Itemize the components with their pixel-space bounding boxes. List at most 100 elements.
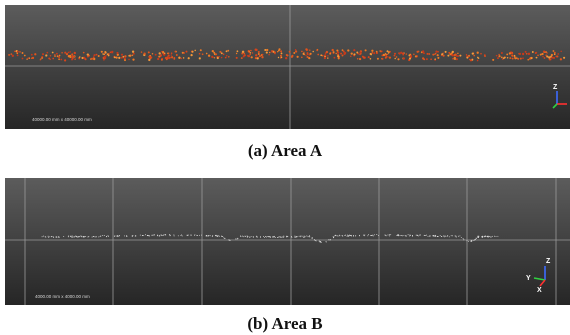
- point: [376, 51, 378, 53]
- viewer-a: 40000.00 mm x 40000.00 mm Z: [5, 5, 570, 129]
- point: [291, 237, 292, 238]
- point: [402, 52, 404, 54]
- point: [182, 52, 184, 54]
- point: [333, 51, 335, 53]
- point: [560, 51, 561, 52]
- point: [164, 53, 166, 55]
- point: [388, 235, 389, 236]
- point: [428, 53, 430, 55]
- point: [344, 52, 346, 54]
- point: [532, 51, 534, 53]
- point: [178, 235, 179, 236]
- point: [487, 236, 488, 237]
- point: [243, 55, 245, 57]
- point: [373, 52, 375, 54]
- point: [478, 58, 479, 59]
- point: [183, 57, 185, 59]
- point: [309, 235, 310, 236]
- point: [250, 50, 252, 52]
- point: [118, 57, 120, 59]
- point: [71, 53, 73, 55]
- point: [557, 53, 559, 55]
- point: [117, 236, 118, 237]
- point: [51, 236, 52, 237]
- point: [463, 239, 464, 240]
- point: [182, 235, 183, 236]
- point: [497, 236, 498, 237]
- point: [186, 51, 188, 53]
- point: [470, 60, 471, 61]
- point: [367, 235, 368, 236]
- point: [50, 55, 51, 56]
- point: [40, 59, 41, 60]
- point: [106, 236, 107, 237]
- point: [251, 236, 252, 237]
- point: [457, 53, 458, 54]
- point: [492, 236, 493, 237]
- point: [307, 52, 309, 54]
- point: [350, 235, 351, 236]
- point: [324, 54, 326, 56]
- point: [263, 236, 264, 237]
- point: [314, 239, 315, 240]
- point: [278, 57, 279, 58]
- point: [60, 59, 62, 61]
- point: [509, 57, 511, 59]
- point: [502, 59, 503, 60]
- point: [359, 51, 361, 53]
- point: [16, 52, 18, 54]
- point: [114, 236, 115, 237]
- point: [54, 55, 56, 57]
- point: [104, 235, 105, 236]
- point: [176, 54, 178, 56]
- point: [430, 236, 431, 237]
- point: [300, 235, 301, 236]
- point: [506, 53, 508, 55]
- point: [351, 52, 353, 54]
- point: [166, 56, 168, 58]
- point: [458, 236, 459, 237]
- point: [319, 241, 320, 242]
- point: [242, 236, 243, 237]
- point: [406, 236, 407, 237]
- point: [394, 55, 396, 57]
- point: [212, 50, 214, 52]
- point: [377, 58, 379, 60]
- point: [64, 59, 66, 61]
- point: [78, 236, 79, 237]
- point: [525, 51, 527, 53]
- point: [266, 237, 267, 238]
- point: [72, 236, 73, 237]
- point: [498, 55, 500, 57]
- point: [387, 56, 389, 58]
- point: [454, 54, 456, 56]
- point: [264, 237, 265, 238]
- point: [14, 51, 15, 52]
- point: [304, 54, 306, 56]
- point: [196, 235, 197, 236]
- point: [199, 53, 201, 55]
- point: [410, 235, 411, 236]
- figure: 40000.00 mm x 40000.00 mm Z (a) Area A 4…: [0, 0, 570, 335]
- point: [359, 54, 361, 56]
- point: [316, 240, 317, 241]
- point: [345, 235, 346, 236]
- point: [522, 57, 524, 59]
- point: [206, 235, 207, 236]
- point: [295, 236, 296, 237]
- point: [401, 235, 402, 236]
- point: [115, 56, 117, 58]
- point: [519, 53, 521, 55]
- point: [456, 58, 458, 60]
- point: [12, 55, 14, 57]
- point: [364, 235, 365, 236]
- point: [74, 236, 75, 237]
- point: [124, 55, 126, 57]
- point: [171, 52, 173, 54]
- point: [158, 56, 160, 58]
- point: [92, 237, 93, 238]
- point: [216, 235, 217, 236]
- point: [258, 53, 260, 55]
- point: [218, 235, 219, 236]
- point: [148, 51, 150, 53]
